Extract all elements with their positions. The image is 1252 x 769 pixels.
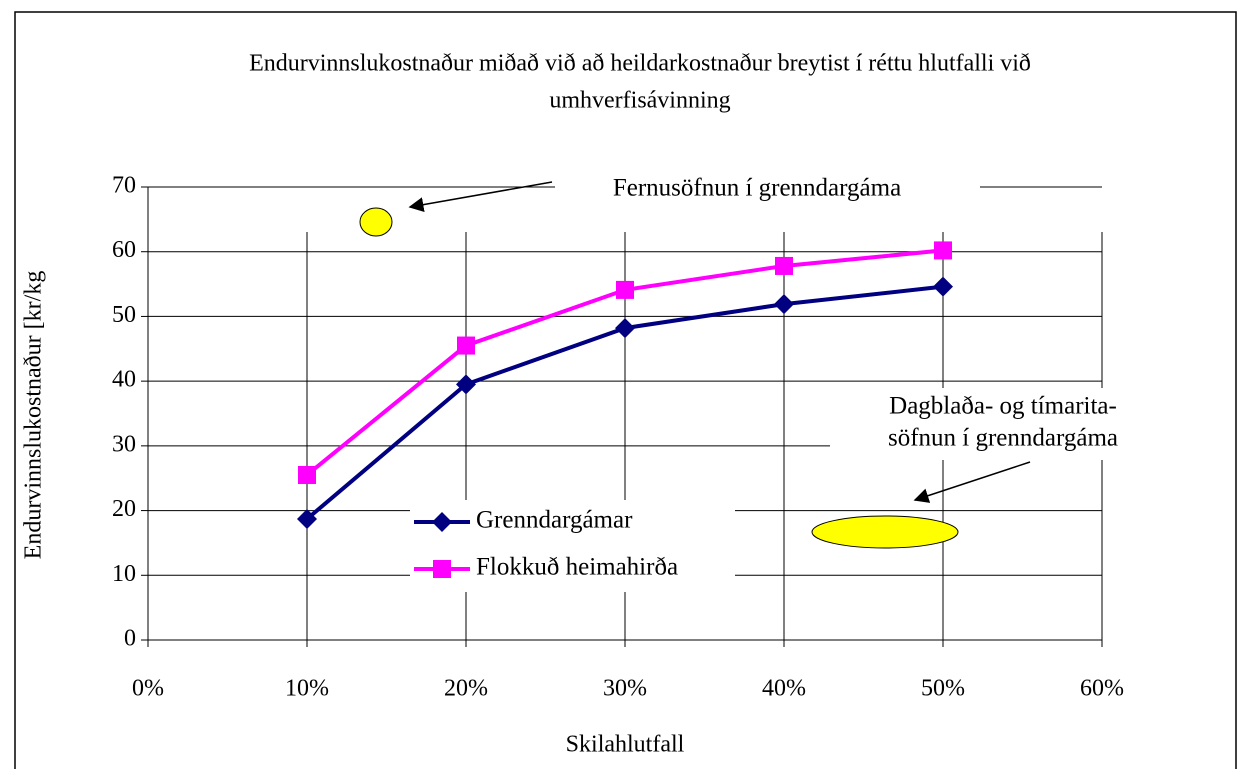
marker — [456, 374, 476, 395]
x-tick-label: 0% — [132, 676, 164, 702]
ellipse — [359, 207, 393, 237]
marker — [297, 508, 317, 529]
y-axis-label: Endurvinnslukostnaður [kr/kg — [21, 271, 47, 560]
arrow — [408, 181, 553, 213]
legend-label: Grenndargámar — [476, 507, 633, 534]
marker — [775, 256, 793, 275]
chart-title: Endurvinnslukostnaður miðað við að heild… — [249, 51, 1031, 77]
marker — [934, 241, 952, 260]
y-tick-label: 70 — [112, 173, 136, 199]
x-tick-label: 40% — [762, 676, 806, 702]
x-tick-label: 10% — [285, 676, 329, 702]
legend-label: Flokkuð heimahirða — [476, 554, 678, 581]
ellipse — [811, 515, 959, 549]
y-tick-label: 50 — [112, 302, 136, 328]
annotation: Dagblaða- og tímarita- — [889, 393, 1117, 420]
y-tick-label: 10 — [112, 561, 136, 587]
y-tick-label: 20 — [112, 496, 136, 522]
x-axis-label: Skilahlutfall — [566, 732, 685, 758]
y-tick-label: 0 — [124, 626, 136, 652]
x-tick-label: 60% — [1080, 676, 1124, 702]
x-tick-label: 30% — [603, 676, 647, 702]
y-tick-label: 40 — [112, 367, 136, 393]
marker — [774, 294, 794, 315]
legend-marker — [433, 560, 451, 578]
marker — [615, 318, 635, 339]
legend-marker — [432, 512, 452, 532]
y-tick-label: 30 — [112, 431, 136, 457]
marker — [933, 276, 953, 297]
legend-bg — [410, 500, 735, 592]
y-tick-label: 60 — [112, 237, 136, 263]
x-tick-label: 20% — [444, 676, 488, 702]
chart-title: umhverfisávinning — [549, 88, 730, 114]
marker — [616, 280, 634, 299]
marker — [298, 465, 316, 484]
marker — [457, 336, 475, 355]
annotations: Fernusöfnun í grenndargáma Dagblaða- og … — [359, 170, 1180, 549]
x-tick-label: 50% — [921, 676, 965, 702]
annotation-bg — [555, 170, 980, 212]
annotation: söfnun í grenndargáma — [888, 425, 1118, 452]
arrow — [913, 461, 1031, 503]
annotation-bg — [830, 388, 1180, 460]
annotation: Fernusöfnun í grenndargáma — [613, 175, 901, 202]
